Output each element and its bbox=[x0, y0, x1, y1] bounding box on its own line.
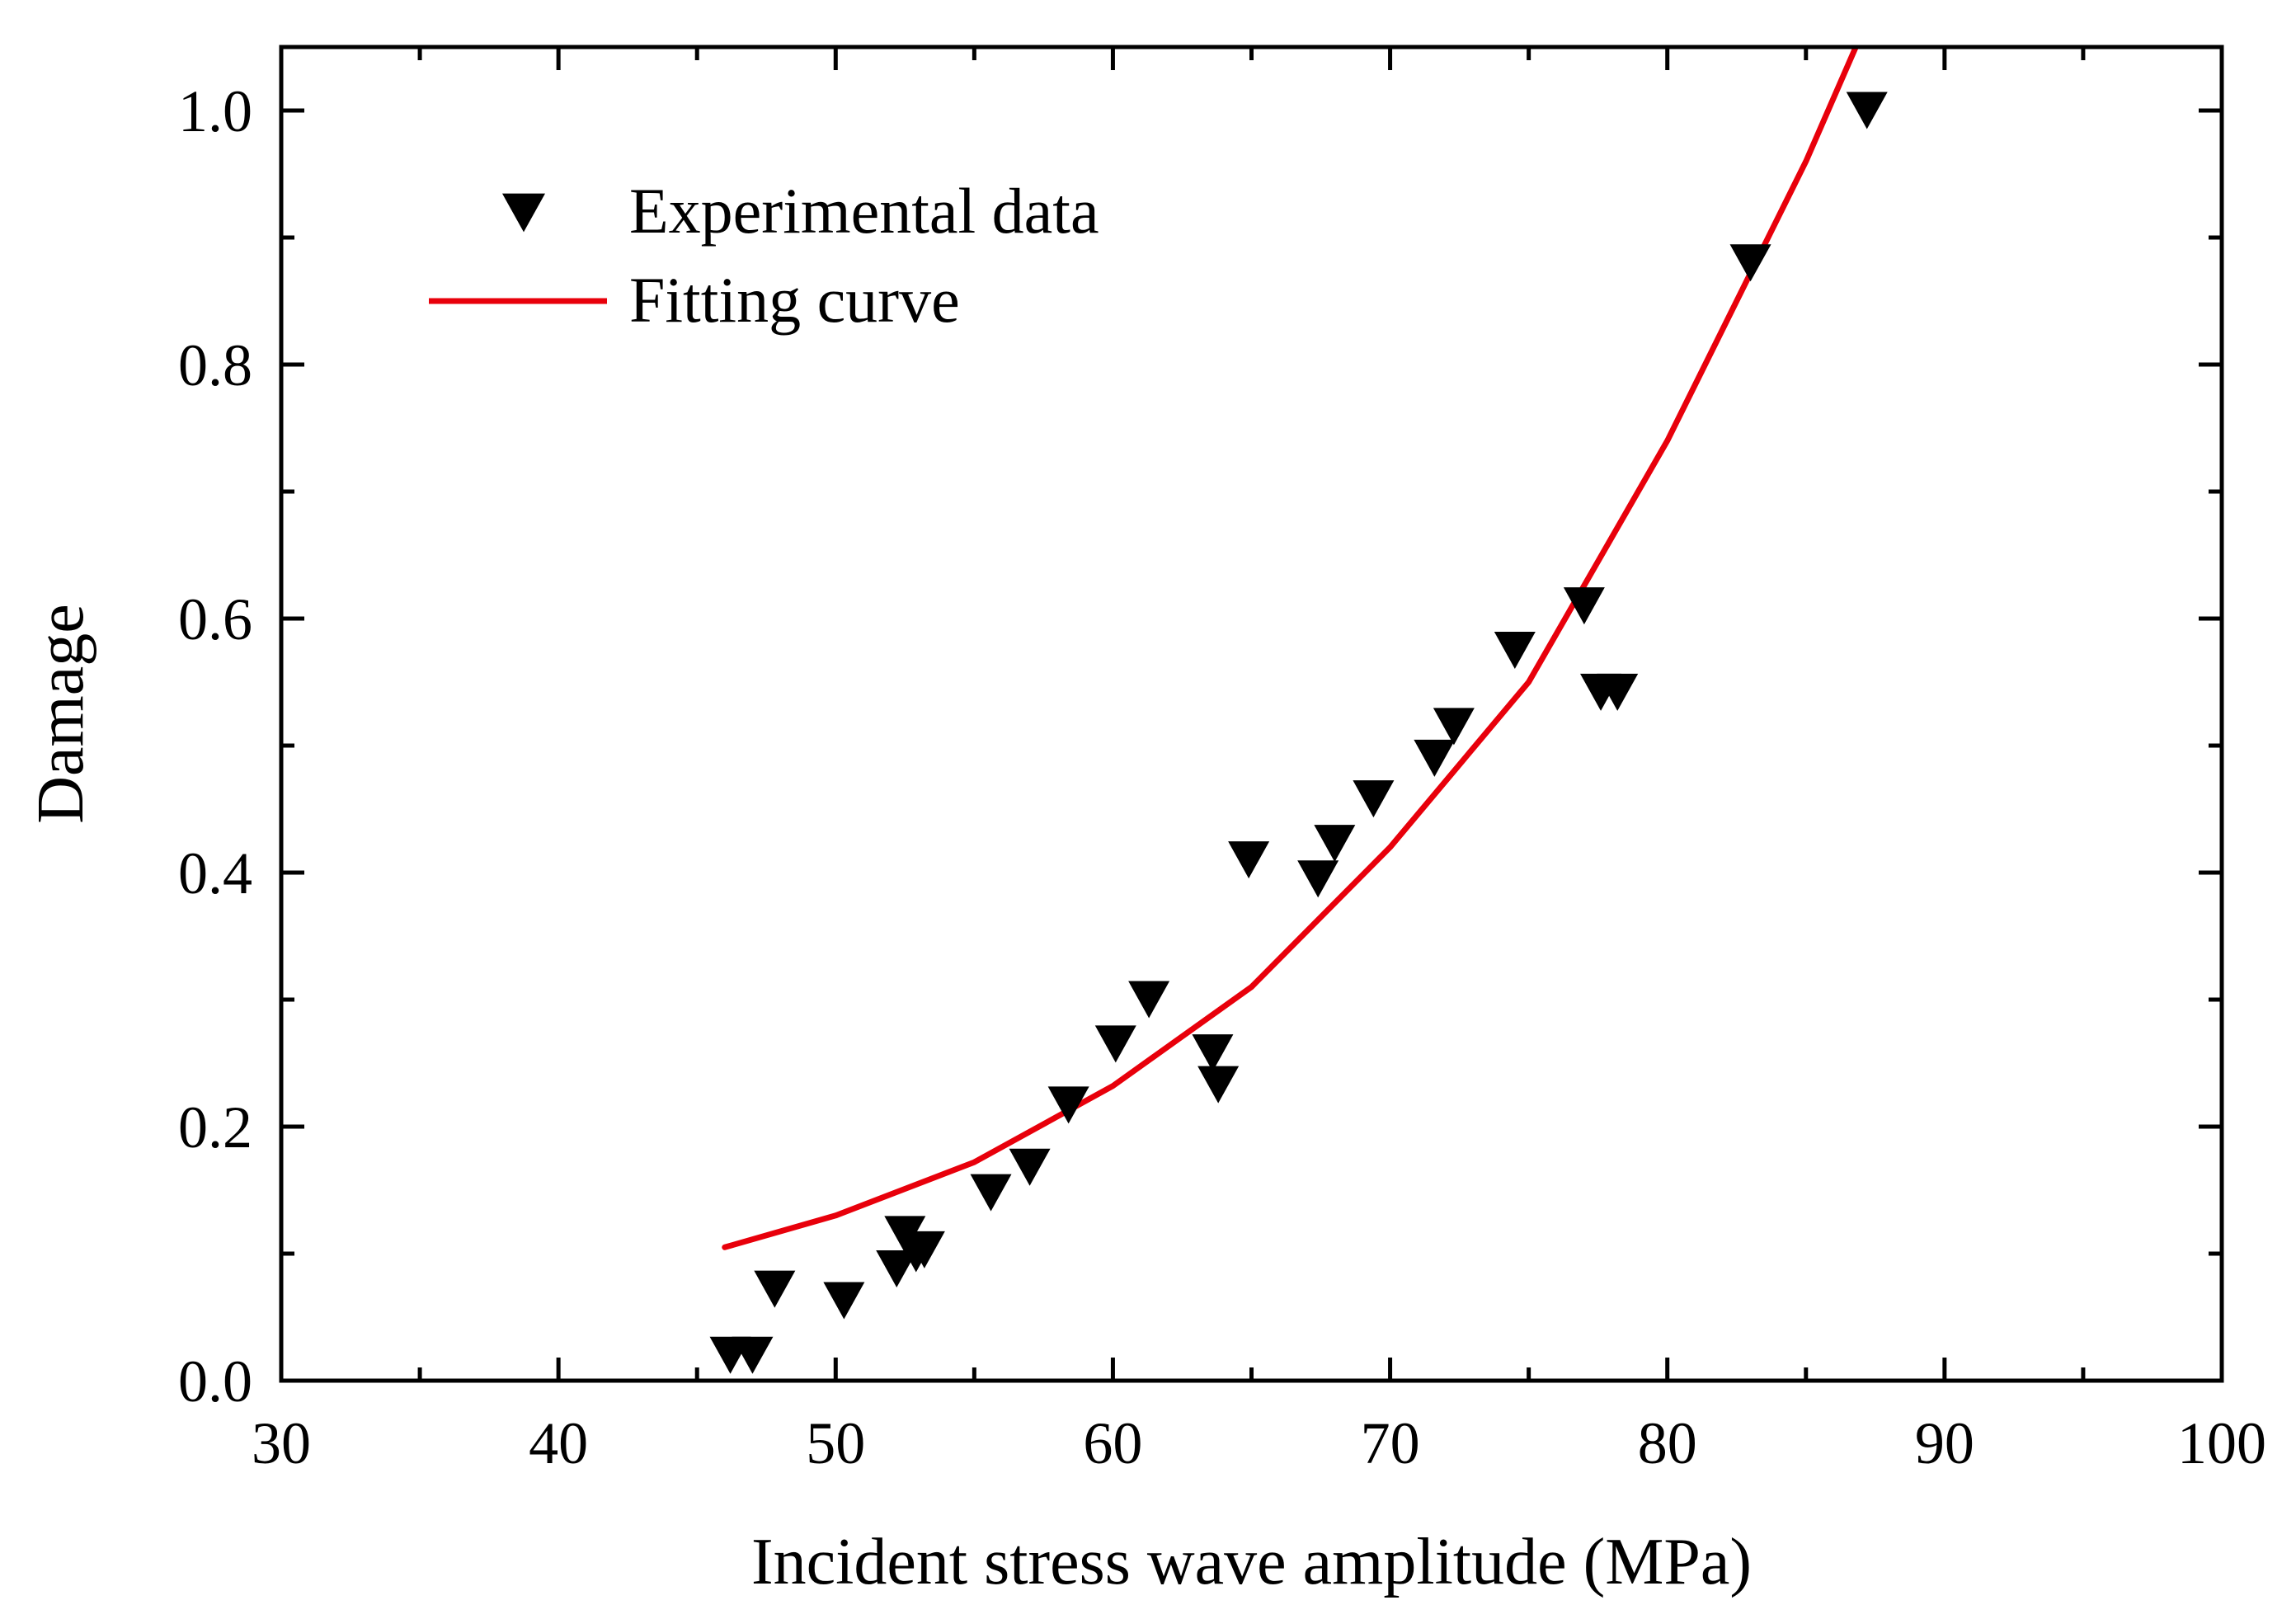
x-tick-label: 100 bbox=[2177, 1410, 2266, 1476]
data-point-marker bbox=[1494, 632, 1536, 669]
y-axis-title: Damage bbox=[25, 604, 97, 824]
data-point-marker bbox=[1729, 244, 1771, 282]
fitting-curve-layer bbox=[722, 47, 1860, 1250]
data-point-marker bbox=[732, 1336, 774, 1374]
y-tick-label: 0.4 bbox=[178, 840, 252, 906]
data-point-marker bbox=[1128, 981, 1170, 1019]
axis-tick-labels: 30 40 50 60 70 80 90 100 0.0 0.2 0.4 0.6 0.8 1.0 bbox=[178, 78, 2266, 1476]
data-point-marker bbox=[1414, 739, 1456, 777]
data-point-marker bbox=[1353, 780, 1395, 818]
experimental-data-layer bbox=[709, 92, 1888, 1374]
data-point-marker bbox=[1563, 587, 1605, 625]
data-point-marker bbox=[1228, 841, 1270, 879]
y-tick-label: 1.0 bbox=[178, 78, 252, 144]
x-tick-label: 40 bbox=[529, 1410, 588, 1476]
data-point-marker bbox=[1009, 1148, 1051, 1186]
x-tick-label: 30 bbox=[252, 1410, 311, 1476]
legend-fitting-label: Fitting curve bbox=[629, 264, 960, 336]
plot-frame bbox=[279, 45, 2224, 1383]
legend: Experimental data Fitting curve bbox=[429, 175, 1099, 336]
legend-experimental-label: Experimental data bbox=[629, 175, 1099, 247]
data-point-marker bbox=[1094, 1025, 1136, 1063]
data-point-marker bbox=[823, 1282, 865, 1320]
x-tick-label: 90 bbox=[1915, 1410, 1974, 1476]
data-point-marker bbox=[1314, 825, 1356, 863]
data-point-marker bbox=[1597, 673, 1639, 711]
data-point-marker bbox=[884, 1216, 926, 1254]
y-tick-label: 0.8 bbox=[178, 332, 252, 398]
x-axis-title: Incident stress wave amplitude (MPa) bbox=[751, 1526, 1752, 1598]
x-tick-label: 70 bbox=[1361, 1410, 1420, 1476]
data-point-marker bbox=[1197, 1066, 1240, 1104]
data-point-marker bbox=[1297, 860, 1339, 898]
axis-ticks bbox=[279, 47, 2224, 1383]
fitting-curve-line bbox=[722, 47, 1860, 1250]
legend-experimental-marker bbox=[502, 193, 545, 233]
data-point-marker bbox=[1433, 708, 1475, 746]
data-point-marker bbox=[903, 1231, 945, 1268]
y-tick-label: 0.6 bbox=[178, 586, 252, 652]
y-tick-label: 0.2 bbox=[178, 1094, 252, 1160]
x-tick-label: 60 bbox=[1083, 1410, 1142, 1476]
data-point-marker bbox=[1192, 1034, 1234, 1072]
data-point-marker bbox=[876, 1250, 918, 1287]
data-point-marker bbox=[754, 1270, 796, 1308]
x-tick-label: 80 bbox=[1638, 1410, 1697, 1476]
y-tick-label: 0.0 bbox=[178, 1348, 252, 1414]
data-point-marker bbox=[1846, 92, 1888, 129]
data-point-marker bbox=[970, 1174, 1012, 1212]
data-point-marker bbox=[1047, 1086, 1089, 1124]
x-tick-label: 50 bbox=[806, 1410, 865, 1476]
